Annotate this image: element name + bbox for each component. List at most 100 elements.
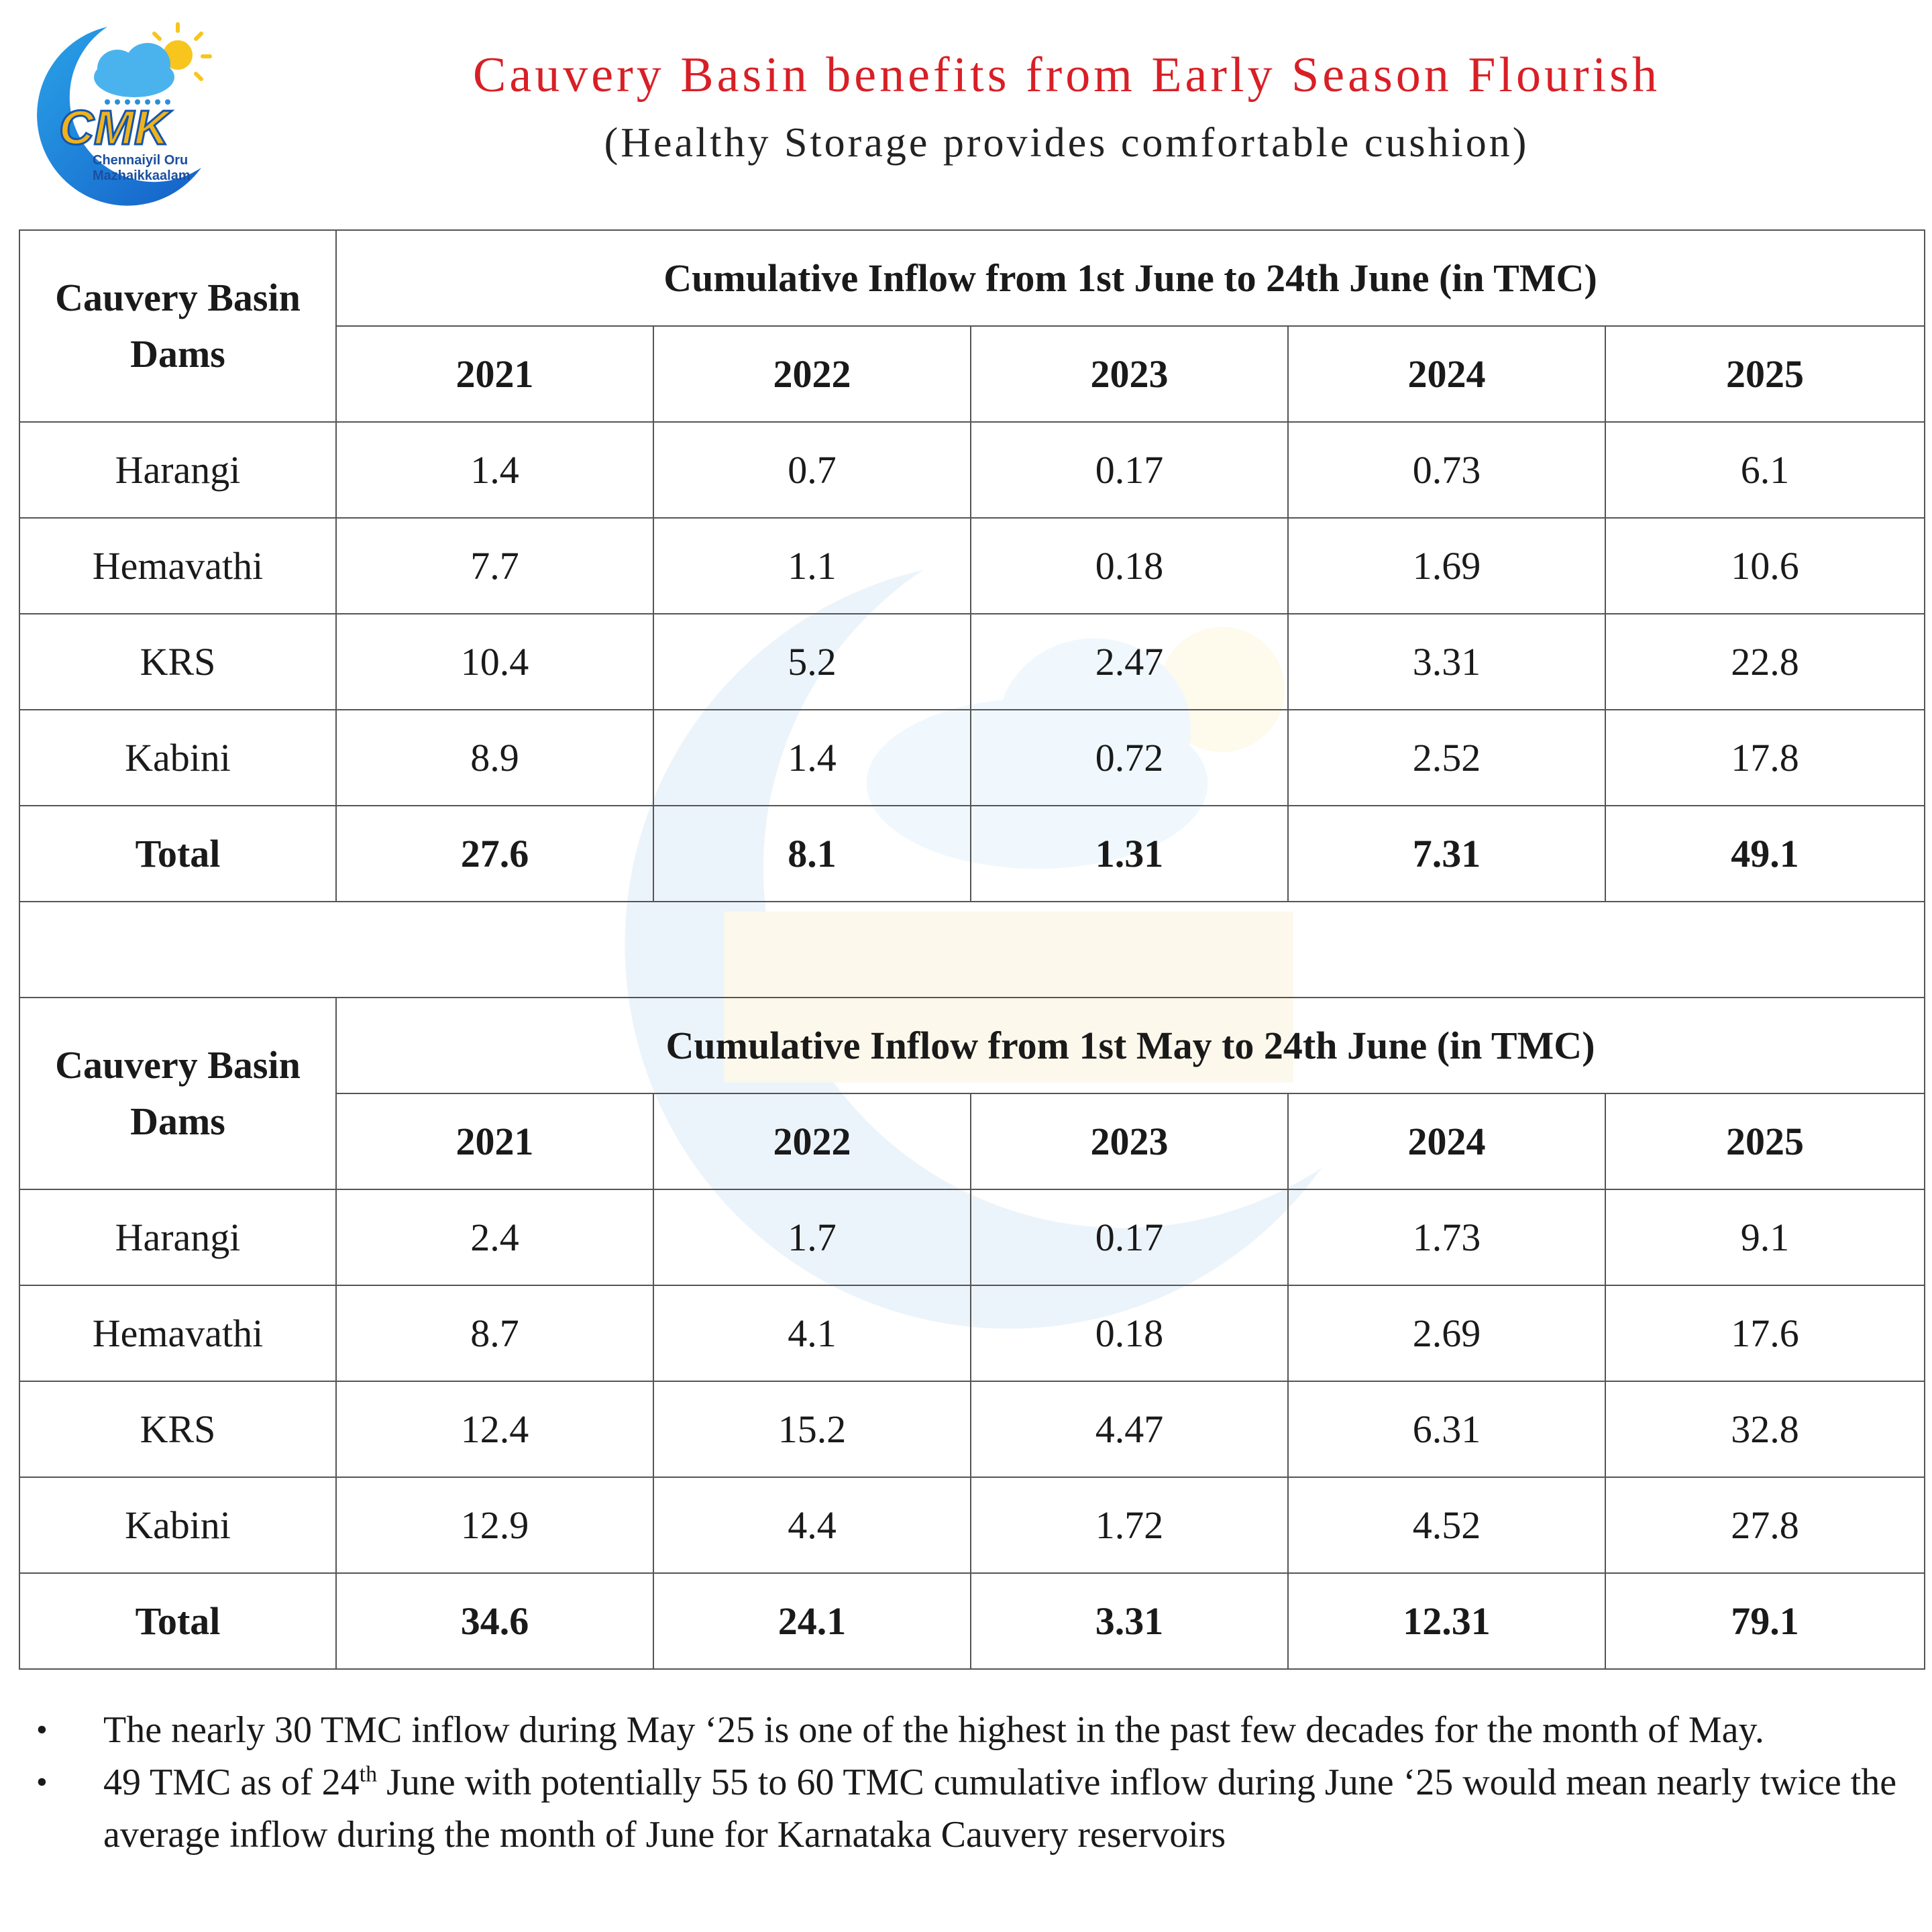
table-cell: 0.17 — [970, 1189, 1289, 1286]
table-cell: 0.7 — [653, 421, 971, 519]
year-header: 2024 — [1287, 1093, 1606, 1190]
dam-name: Kabini — [19, 709, 337, 806]
table-cell: 12.4 — [335, 1381, 654, 1478]
notes-list: • The nearly 30 TMC inflow during May ‘2… — [27, 1704, 1905, 1861]
table-cell: 1.4 — [335, 421, 654, 519]
table-cell: 12.9 — [335, 1477, 654, 1574]
table-cell: 10.4 — [335, 613, 654, 710]
bullet-icon: • — [36, 1764, 48, 1800]
table2-heading-row: Cauvery Basin Dams Cumulative Inflow fro… — [19, 997, 1926, 1190]
total-cell: 12.31 — [1287, 1572, 1606, 1670]
crescent-moon-icon — [37, 27, 202, 206]
table1-year-row: 2021 2022 2023 2024 2025 — [19, 325, 1926, 423]
total-cell: 3.31 — [970, 1572, 1289, 1670]
sun-icon — [152, 22, 212, 81]
table1-heading-row: Cauvery Basin Dams Cumulative Inflow fro… — [19, 229, 1926, 423]
total-cell: 24.1 — [653, 1572, 971, 1670]
table-cell: 0.18 — [970, 517, 1289, 614]
total-cell: 27.6 — [335, 805, 654, 902]
year-header: 2025 — [1604, 1093, 1926, 1190]
table-cell: 15.2 — [653, 1381, 971, 1478]
table-cell: 0.17 — [970, 421, 1289, 519]
total-row: Total 34.6 24.1 3.31 12.31 79.1 — [19, 1572, 1926, 1670]
table-cell: 1.1 — [653, 517, 971, 614]
table-row: Harangi 2.4 1.7 0.17 1.73 9.1 — [19, 1189, 1926, 1286]
table-cell: 6.1 — [1604, 421, 1926, 519]
dam-name: KRS — [19, 1381, 337, 1478]
year-header: 2021 — [335, 325, 654, 423]
total-cell: 49.1 — [1604, 805, 1926, 902]
table-cell: 1.4 — [653, 709, 971, 806]
bullet-icon: • — [36, 1712, 48, 1748]
total-row: Total 27.6 8.1 1.31 7.31 49.1 — [19, 805, 1926, 902]
logo-line2: Mazhaikkaalam — [93, 168, 191, 183]
table-cell: 7.7 — [335, 517, 654, 614]
table-cell: 5.2 — [653, 613, 971, 710]
rain-drops-icon — [105, 99, 170, 105]
note-text: 49 TMC as of 24th June with potentially … — [103, 1762, 1897, 1856]
note-item: • 49 TMC as of 24th June with potentiall… — [27, 1756, 1905, 1861]
page-title: Cauvery Basin benefits from Early Season… — [473, 48, 1660, 103]
table-row: KRS 10.4 5.2 2.47 3.31 22.8 — [19, 613, 1926, 710]
total-cell: 7.31 — [1287, 805, 1606, 902]
table-cell: 4.47 — [970, 1381, 1289, 1478]
year-header: 2023 — [970, 325, 1289, 423]
table-cell: 27.8 — [1604, 1477, 1926, 1574]
table-spacer — [18, 901, 1926, 998]
dam-name: Harangi — [19, 1189, 337, 1286]
year-header: 2022 — [653, 325, 971, 423]
dam-name: Hemavathi — [19, 1285, 337, 1382]
table-cell: 2.4 — [335, 1189, 654, 1286]
table-cell: 32.8 — [1604, 1381, 1926, 1478]
table-cell: 1.72 — [970, 1477, 1289, 1574]
table-cell: 0.18 — [970, 1285, 1289, 1382]
table1-heading: Cumulative Inflow from 1st June to 24th … — [335, 229, 1926, 327]
table-row: KRS 12.4 15.2 4.47 6.31 32.8 — [19, 1381, 1926, 1478]
table-cell: 22.8 — [1604, 613, 1926, 710]
total-cell: 8.1 — [653, 805, 971, 902]
note-item: • The nearly 30 TMC inflow during May ‘2… — [27, 1704, 1905, 1756]
table-cell: 2.47 — [970, 613, 1289, 710]
dam-name: Hemavathi — [19, 517, 337, 614]
table-cell: 1.73 — [1287, 1189, 1606, 1286]
dam-name: Harangi — [19, 421, 337, 519]
logo-line1: Chennaiyil Oru — [93, 153, 188, 168]
note-text: The nearly 30 TMC inflow during May ‘25 … — [103, 1709, 1764, 1751]
year-header: 2021 — [335, 1093, 654, 1190]
table-row: Hemavathi 7.7 1.1 0.18 1.69 10.6 — [19, 517, 1926, 614]
table-cell: 0.73 — [1287, 421, 1606, 519]
table-cell: 4.52 — [1287, 1477, 1606, 1574]
table-row: Harangi 1.4 0.7 0.17 0.73 6.1 — [19, 421, 1926, 519]
total-cell: 79.1 — [1604, 1572, 1926, 1670]
table-cell: 6.31 — [1287, 1381, 1606, 1478]
table-row: Kabini 12.9 4.4 1.72 4.52 27.8 — [19, 1477, 1926, 1574]
table2-year-row: 2021 2022 2023 2024 2025 — [19, 1093, 1926, 1190]
table-spacer-row — [18, 901, 1926, 998]
table-cell: 4.1 — [653, 1285, 971, 1382]
table2-corner-label: Cauvery Basin Dams — [19, 997, 337, 1190]
page-subtitle: (Healthy Storage provides comfortable cu… — [604, 120, 1529, 166]
table-row: Kabini 8.9 1.4 0.72 2.52 17.8 — [19, 709, 1926, 806]
table-cell: 0.72 — [970, 709, 1289, 806]
total-label: Total — [19, 805, 337, 902]
dam-name: Kabini — [19, 1477, 337, 1574]
total-cell: 34.6 — [335, 1572, 654, 1670]
year-header: 2023 — [970, 1093, 1289, 1190]
table-cell: 2.52 — [1287, 709, 1606, 806]
cmk-logo: CMK Chennaiyil Oru Mazhaikkaalam — [37, 22, 212, 206]
table-cell: 9.1 — [1604, 1189, 1926, 1286]
table-cell: 2.69 — [1287, 1285, 1606, 1382]
table-cell: 4.4 — [653, 1477, 971, 1574]
table1-corner-label: Cauvery Basin Dams — [19, 229, 337, 423]
year-header: 2024 — [1287, 325, 1606, 423]
table-cell: 1.69 — [1287, 517, 1606, 614]
total-cell: 1.31 — [970, 805, 1289, 902]
logo-main-text: CMK — [59, 101, 172, 155]
year-header: 2022 — [653, 1093, 971, 1190]
table-cell: 17.8 — [1604, 709, 1926, 806]
table2-heading: Cumulative Inflow from 1st May to 24th J… — [335, 997, 1926, 1094]
table-cell: 8.9 — [335, 709, 654, 806]
inflow-tables: Cauvery Basin Dams Cumulative Inflow fro… — [18, 229, 1926, 1670]
table-cell: 10.6 — [1604, 517, 1926, 614]
table-row: Hemavathi 8.7 4.1 0.18 2.69 17.6 — [19, 1285, 1926, 1382]
